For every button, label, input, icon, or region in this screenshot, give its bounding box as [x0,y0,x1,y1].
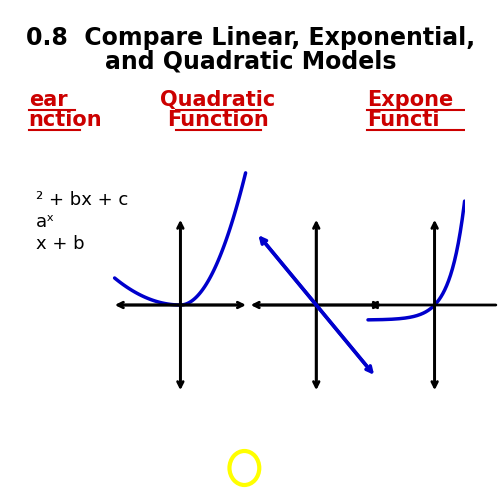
Text: 0.8  Compare Linear, Exponential,: 0.8 Compare Linear, Exponential, [26,26,475,50]
Text: aˣ: aˣ [36,213,55,231]
Text: Functi: Functi [367,110,440,130]
Text: ear: ear [28,90,68,110]
Text: and Quadratic Models: and Quadratic Models [105,50,397,74]
Text: Quadratic: Quadratic [160,90,276,110]
Text: Expone: Expone [367,90,454,110]
Text: nction: nction [28,110,102,130]
Text: ² + bx + c: ² + bx + c [36,191,128,209]
Text: Function: Function [167,110,269,130]
Text: x + b: x + b [36,235,84,253]
